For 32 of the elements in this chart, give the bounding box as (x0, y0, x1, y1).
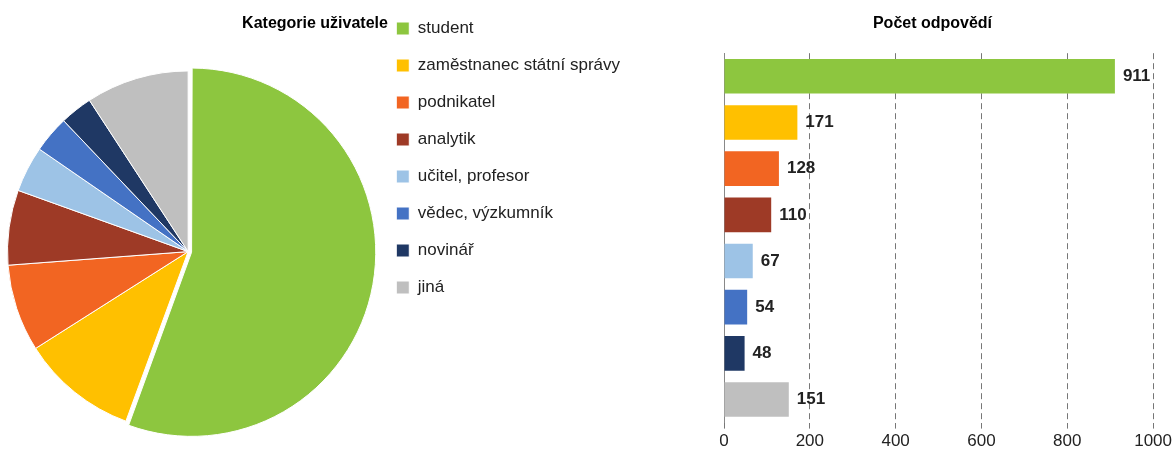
bar (724, 382, 789, 417)
data-label: 911 (1122, 65, 1151, 85)
legend-label: podnikatel (417, 92, 496, 112)
data-label: 151 (796, 389, 826, 409)
legend-label: zaměstnanec státní správy (417, 55, 621, 75)
data-label: 48 (752, 343, 772, 363)
legend-label: jiná (416, 277, 445, 297)
bar (724, 336, 745, 371)
data-label: 171 (805, 112, 834, 132)
bar (724, 105, 798, 140)
chart-title: Kategorie uživatele (242, 14, 389, 32)
x-tick-label: 1000 (1134, 431, 1172, 451)
x-tick-label: 400 (881, 431, 910, 451)
legend-label: učitel, profesor (417, 166, 530, 186)
data-label: 54 (755, 296, 775, 316)
bar (724, 243, 753, 279)
legend-label: vědec, výzkumník (417, 203, 554, 223)
bar (724, 58, 1115, 94)
data-label: 67 (760, 250, 780, 270)
x-tick-label: 200 (795, 431, 825, 451)
legend-label: analytik (417, 129, 476, 149)
x-tick-label: 600 (967, 431, 996, 451)
bar (724, 151, 779, 186)
data-label: 110 (779, 204, 807, 224)
x-tick-label: 800 (1053, 431, 1082, 451)
bar (724, 197, 772, 233)
legend-label: novinář (417, 240, 474, 260)
legend-label: student (417, 18, 474, 38)
chart-title: Počet odpovědí (872, 14, 993, 32)
bar (724, 289, 748, 325)
data-label: 128 (786, 158, 816, 178)
x-tick-label: 0 (719, 431, 729, 451)
